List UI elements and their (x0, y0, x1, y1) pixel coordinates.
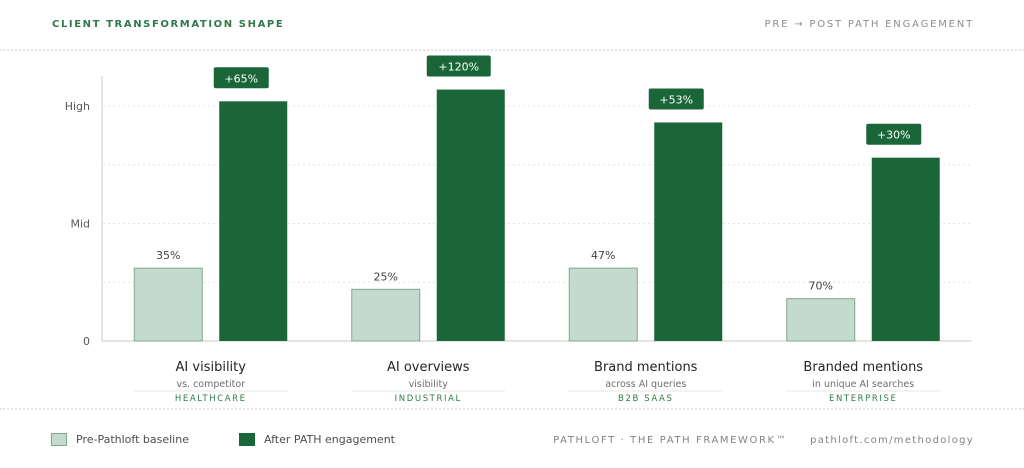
bar-pre-label: 70% (809, 280, 833, 293)
bar-post (654, 122, 723, 341)
bar-post (219, 101, 288, 341)
category-label: AI visibility (176, 360, 247, 375)
category-sector: B2B SAAS (618, 394, 673, 404)
bar-pre (568, 267, 638, 342)
legend-swatch-pre (51, 433, 67, 446)
bar-pre-label: 25% (374, 270, 398, 283)
y-tick-label: Mid (70, 218, 90, 231)
bar-chart: 0 Mid High 35% +65% AI visibility vs. competit… (65, 55, 972, 404)
footer-url[interactable]: pathloft.com/methodology (810, 435, 974, 446)
footer-brand: PATHLOFT · THE PATH FRAMEWORK™ (553, 435, 788, 446)
bar-pre (133, 267, 203, 342)
legend-item-pre: Pre-Pathloft baseline (51, 433, 189, 446)
category-detail: visibility (409, 379, 449, 390)
chart-title: CLIENT TRANSFORMATION SHAPE (52, 19, 285, 30)
change-badge (426, 55, 491, 77)
category-label: AI overviews (387, 360, 470, 375)
category-detail: vs. competitor (176, 379, 245, 390)
change-badge-label: +65% (224, 72, 258, 85)
legend-label-pre: Pre-Pathloft baseline (76, 433, 189, 446)
category-label: Brand mentions (594, 360, 698, 375)
bar-post (436, 89, 505, 341)
change-badge (866, 123, 922, 145)
category-sector: ENTERPRISE (829, 394, 898, 404)
category-sector: INDUSTRIAL (395, 394, 462, 404)
category-detail: across AI queries (605, 379, 686, 390)
change-badge-label: +120% (438, 61, 479, 74)
y-tick-label: 0 (83, 335, 90, 348)
bar-pre-label: 47% (591, 249, 615, 262)
change-badge-label: +53% (659, 93, 693, 106)
change-badge-label: +30% (877, 129, 911, 142)
y-tick-label: High (65, 100, 90, 113)
change-badge (648, 88, 704, 110)
legend-swatch-post (239, 433, 255, 446)
legend-label-post: After PATH engagement (264, 433, 395, 446)
bar-pre (351, 288, 421, 342)
bottom-divider (0, 408, 1024, 410)
bar-pre-label: 35% (156, 249, 180, 262)
category-sector: HEALTHCARE (175, 394, 247, 404)
bar-pre (786, 298, 856, 342)
category-label: Branded mentions (803, 360, 923, 375)
category-detail: in unique AI searches (812, 379, 914, 390)
chart-subtitle: PRE → POST PATH ENGAGEMENT (764, 19, 974, 30)
bar-post (871, 157, 940, 341)
legend-item-post: After PATH engagement (239, 433, 395, 446)
change-badge (213, 67, 269, 89)
footer-credits: PATHLOFT · THE PATH FRAMEWORK™ pathloft.… (553, 435, 974, 446)
top-divider (0, 49, 1024, 51)
